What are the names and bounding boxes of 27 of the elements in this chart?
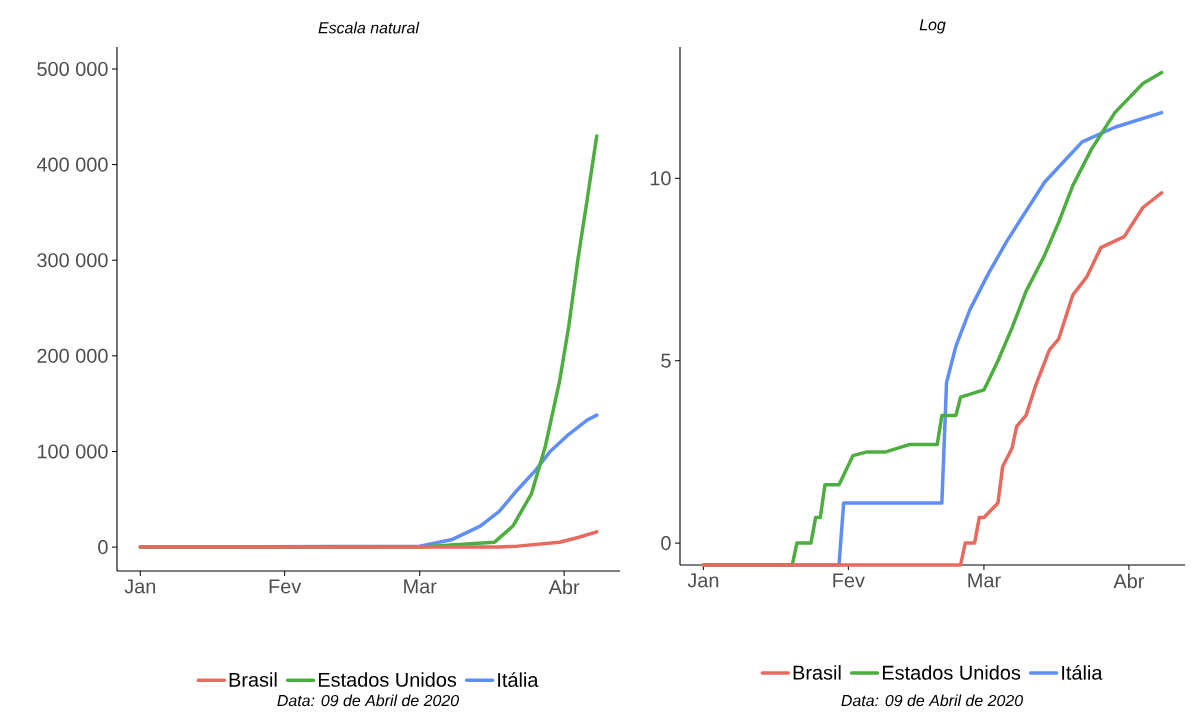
y-tick-label: 300 000 <box>37 253 108 268</box>
legend-label: Itália <box>1062 665 1103 680</box>
text: Data: 09 de Abril de 2020 <box>277 694 459 707</box>
y-tick-label: 100 000 <box>37 444 108 459</box>
text: Data: 09 de Abril de 2020 <box>841 694 1023 707</box>
x-tick-label: Abr <box>1113 573 1145 589</box>
chart-title: Log <box>919 19 946 34</box>
x-tick-label: Jan <box>687 573 719 588</box>
legend-label: Brasil <box>229 672 277 687</box>
legend-label: Estados Unidos <box>318 672 457 687</box>
y-tick-label: 5 <box>661 353 671 368</box>
x-tick-label: Mar <box>968 573 1001 588</box>
x-tick-label: Mar <box>404 579 437 594</box>
x-tick-label: Fev <box>833 573 865 588</box>
chart-title: Escala natural <box>318 21 420 34</box>
legend-label: Brasil <box>793 665 841 680</box>
legend-label: Itália <box>498 672 539 687</box>
x-tick-label: Jan <box>124 579 156 594</box>
y-tick-label: 400 000 <box>36 157 108 172</box>
y-tick-label: 200 000 <box>37 348 108 363</box>
y-tick-label: 0 <box>98 540 108 555</box>
x-tick-label: Abr <box>548 579 580 595</box>
legend-label: Estados Unidos <box>882 665 1021 680</box>
y-tick-label: 0 <box>661 536 671 551</box>
x-tick-label: Fev <box>269 579 302 594</box>
y-tick-label: 10 <box>650 171 671 186</box>
y-tick-label: 500 000 <box>37 61 108 77</box>
